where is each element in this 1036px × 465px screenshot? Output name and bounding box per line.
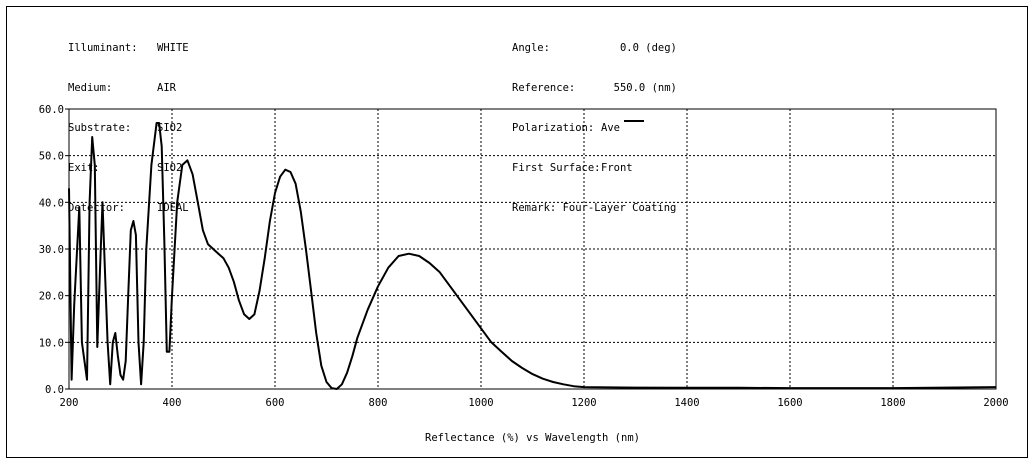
x-tick-label: 1800	[880, 397, 905, 409]
y-tick-label: 50.0	[39, 151, 64, 163]
header-right-info: Angle: 0.0 (deg) Reference: 550.0 (nm) P…	[512, 16, 677, 229]
plot-area-border	[68, 108, 997, 390]
medium-row: Medium: AIR	[68, 82, 176, 94]
x-tick-label: 1600	[777, 397, 802, 409]
reference-row: Reference: 550.0 (nm)	[512, 82, 677, 94]
y-tick-label: 40.0	[39, 197, 64, 209]
y-tick-label: 60.0	[39, 104, 64, 116]
detector-row: Detector: IDEAL	[68, 202, 189, 214]
x-tick-label: 600	[266, 397, 285, 409]
x-tick-label: 1200	[571, 397, 596, 409]
y-tick-label: 0.0	[45, 384, 64, 396]
legend-line-icon	[623, 120, 644, 122]
header-left-info: Illuminant: WHITE Medium: AIR Substrate: SI…	[68, 16, 189, 229]
grid-lines	[69, 109, 996, 389]
x-tick-label: 400	[163, 397, 182, 409]
x-axis-label: Reflectance (%) vs Wavelength (nm)	[425, 432, 640, 444]
y-tick-label: 30.0	[39, 244, 64, 256]
y-tick-label: 20.0	[39, 291, 64, 303]
reflectance-curve	[68, 122, 997, 390]
angle-row: Angle: 0.0 (deg)	[512, 42, 677, 54]
tick-labels: 200 400 600 800 1000 1200 1400 1600 1800 2000 0.0 1…	[39, 104, 1009, 409]
substrate-row: Substrate: SIO2	[68, 122, 183, 134]
x-tick-label: 800	[369, 397, 388, 409]
remark-row: Remark: Four-Layer Coating	[512, 202, 677, 214]
polarization-row: Polarization: Ave	[512, 120, 677, 136]
x-tick-label: 2000	[983, 397, 1008, 409]
illuminant-row: Illuminant: WHITE	[68, 42, 189, 54]
x-tick-label: 1000	[468, 397, 493, 409]
y-tick-label: 10.0	[39, 337, 64, 349]
x-tick-label: 1400	[674, 397, 699, 409]
x-tick-label: 200	[60, 397, 79, 409]
first-surface-row: First Surface: Front	[512, 162, 633, 174]
